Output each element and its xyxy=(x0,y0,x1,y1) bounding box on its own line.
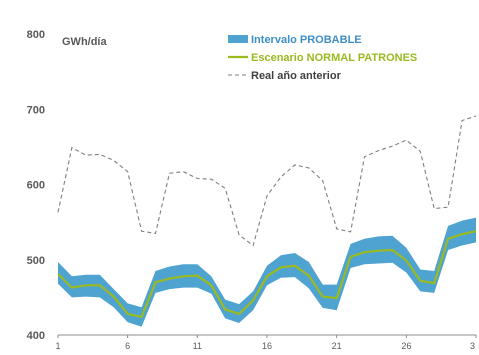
y-tick-label: 500 xyxy=(27,255,45,267)
unit-label: GWh/día xyxy=(62,36,107,48)
x-tick-label: 11 xyxy=(193,341,202,351)
legend-label-normal: Escenario NORMAL PATRONES xyxy=(251,52,417,64)
y-tick-label: 700 xyxy=(27,104,45,116)
x-tick-label: 3 xyxy=(470,341,475,351)
x-tick-label: 6 xyxy=(125,341,130,351)
y-tick-label: 600 xyxy=(27,180,45,192)
series-line-real-ano-anterior xyxy=(57,115,477,247)
x-tick-label: 1 xyxy=(55,341,60,351)
x-axis-ticks: 1 6 11 16 21 26 3 xyxy=(55,335,477,351)
y-tick-label: 400 xyxy=(27,330,45,342)
legend: Intervalo PROBABLE Escenario NORMAL PATRO… xyxy=(228,34,417,82)
x-tick-label: 16 xyxy=(262,341,272,351)
legend-label-real: Real año anterior xyxy=(251,70,342,82)
legend-swatch-band xyxy=(228,35,248,43)
series-band-intervalo-probable xyxy=(58,217,476,327)
y-tick-label: 800 xyxy=(27,29,45,41)
x-tick-label: 26 xyxy=(401,341,411,351)
series-line-escenario-normal xyxy=(57,230,477,319)
legend-label-probable: Intervalo PROBABLE xyxy=(251,34,362,46)
x-tick-label: 21 xyxy=(332,341,342,351)
plot-area xyxy=(57,115,477,327)
y-axis-ticks: 400 500 600 700 800 xyxy=(27,29,45,342)
